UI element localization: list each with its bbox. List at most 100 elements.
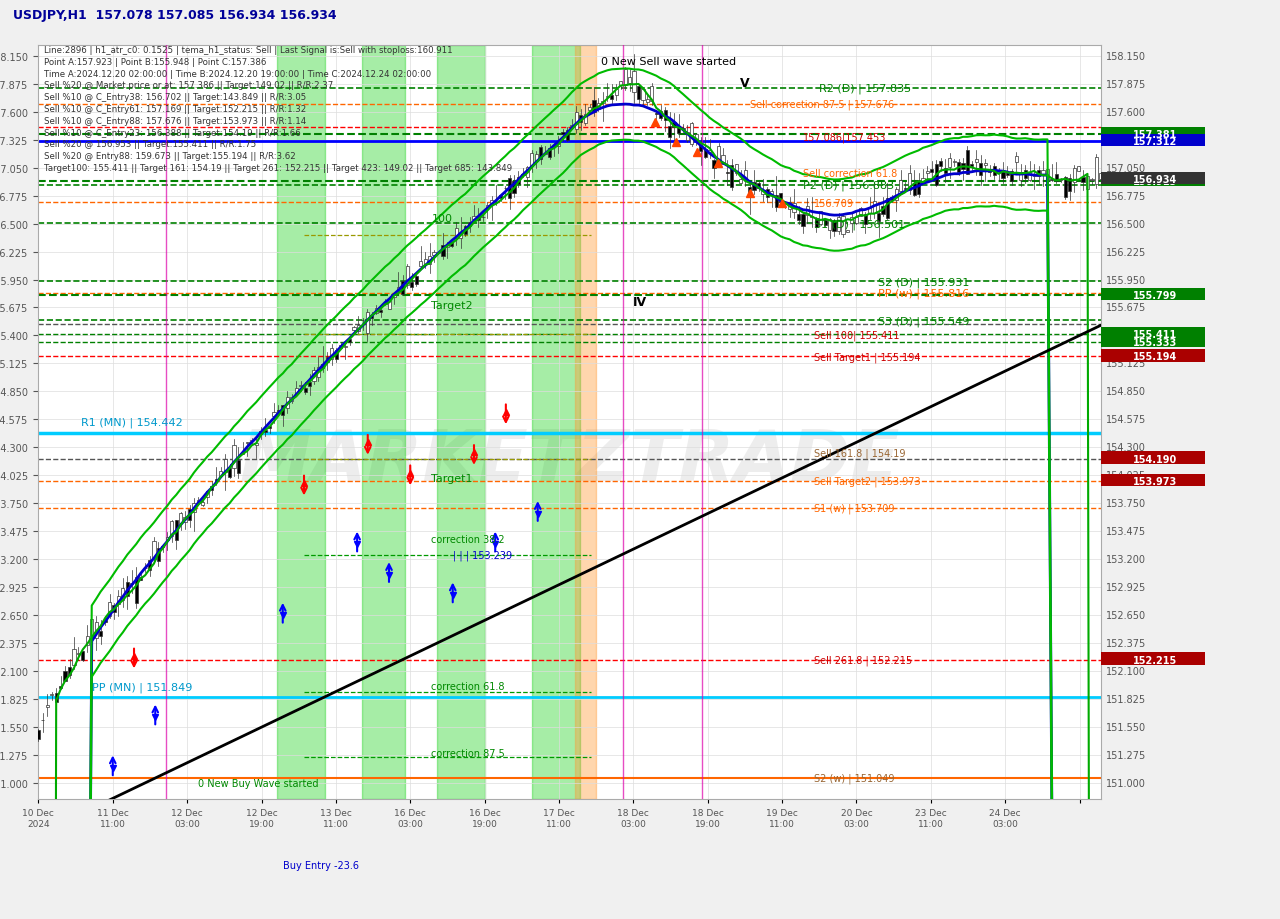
Bar	[628, 78, 631, 84]
Text: correction 38.2: correction 38.2	[431, 534, 506, 544]
Bar	[620, 82, 622, 85]
Text: Sell correction 87.5 | 157.676: Sell correction 87.5 | 157.676	[750, 99, 895, 110]
Bar	[699, 145, 703, 152]
FancyBboxPatch shape	[1100, 350, 1206, 362]
Bar	[868, 208, 872, 214]
Bar	[122, 588, 124, 600]
Bar	[282, 406, 284, 415]
Bar	[602, 102, 604, 104]
Text: 157.325: 157.325	[1106, 135, 1147, 145]
FancyBboxPatch shape	[1100, 474, 1206, 486]
Bar	[454, 229, 458, 238]
Bar	[1042, 171, 1044, 176]
Text: 156.915: 156.915	[1133, 177, 1178, 187]
Text: Sell %20 @ Entry88: 159.673 || Target:155.194 || R/R:3.62: Sell %20 @ Entry88: 159.673 || Target:15…	[44, 152, 296, 161]
Text: 152.375: 152.375	[1106, 639, 1147, 649]
Bar	[753, 183, 755, 191]
Bar	[1091, 179, 1093, 181]
Bar	[975, 160, 978, 163]
Bar	[895, 190, 897, 201]
Bar	[46, 706, 49, 707]
Bar	[95, 622, 97, 639]
Bar	[837, 218, 840, 232]
Bar	[744, 171, 746, 178]
Text: S1 (w) | 153.709: S1 (w) | 153.709	[814, 503, 895, 513]
Bar	[384, 303, 387, 305]
Bar	[762, 191, 764, 195]
Bar	[908, 174, 911, 190]
Bar	[632, 73, 636, 94]
Bar	[717, 147, 721, 161]
Bar	[797, 215, 800, 221]
Bar	[442, 245, 444, 256]
Bar	[864, 215, 867, 224]
Bar	[1068, 179, 1071, 191]
Bar	[637, 87, 640, 99]
Bar	[596, 104, 600, 109]
Text: 0 New Sell wave started: 0 New Sell wave started	[602, 57, 736, 67]
Bar	[1085, 176, 1089, 189]
Bar	[877, 214, 881, 222]
Bar	[348, 339, 351, 343]
Bar	[850, 218, 854, 223]
Bar	[237, 460, 241, 473]
Bar	[428, 257, 431, 265]
Text: V: V	[740, 77, 749, 90]
Bar	[339, 346, 342, 348]
FancyBboxPatch shape	[1100, 173, 1206, 186]
Bar	[157, 549, 160, 562]
Bar	[366, 312, 369, 334]
Bar	[445, 244, 449, 248]
Bar	[357, 325, 360, 332]
Bar	[882, 207, 884, 214]
Bar	[81, 652, 84, 660]
Text: 152.215: 152.215	[1133, 655, 1178, 664]
Text: USDJPY,H1  157.078 157.085 156.934 156.934: USDJPY,H1 157.078 157.085 156.934 156.93…	[13, 9, 337, 22]
Bar	[690, 124, 694, 144]
Bar	[419, 261, 422, 267]
Bar	[303, 388, 307, 393]
Bar	[278, 46, 325, 800]
Text: 156.709: 156.709	[814, 199, 854, 209]
Bar	[588, 108, 591, 111]
Bar	[1076, 167, 1080, 172]
Bar	[934, 165, 938, 186]
Text: 153.200: 153.200	[1106, 555, 1147, 564]
Bar	[375, 309, 378, 314]
Bar	[1094, 157, 1098, 186]
Text: 152.925: 152.925	[1106, 583, 1147, 593]
Bar	[756, 184, 760, 188]
Bar	[731, 166, 733, 187]
Bar	[294, 389, 298, 394]
Bar	[855, 218, 858, 223]
Bar	[499, 196, 502, 199]
FancyBboxPatch shape	[1100, 452, 1206, 464]
Text: 156.225: 156.225	[1106, 247, 1147, 257]
Bar	[708, 151, 712, 153]
Bar	[402, 282, 404, 295]
Bar	[916, 181, 920, 195]
Text: Sell Target2 | 153.973: Sell Target2 | 153.973	[814, 476, 920, 486]
Text: 151.550: 151.550	[1106, 722, 1147, 732]
Text: S3 (D) | 155.549: S3 (D) | 155.549	[878, 316, 969, 326]
Bar	[312, 371, 316, 381]
Bar	[201, 502, 205, 505]
Text: correction 61.8: correction 61.8	[431, 682, 506, 692]
Bar	[481, 217, 485, 218]
Bar	[174, 521, 178, 540]
FancyBboxPatch shape	[1100, 335, 1206, 348]
Bar	[814, 219, 818, 228]
Bar	[1015, 156, 1018, 163]
Bar	[330, 348, 333, 359]
Text: Line:2896 | h1_atr_c0: 0.1525 | tema_h1_status: Sell | Last Signal is:Sell with : Line:2896 | h1_atr_c0: 0.1525 | tema_h1_…	[44, 46, 452, 55]
Text: Point A:157.923 | Point B:155.948 | Point C:157.386: Point A:157.923 | Point B:155.948 | Poin…	[44, 58, 266, 67]
Text: Time A:2024.12.20 02:00:00 | Time B:2024.12.20 19:00:00 | Time C:2024.12.24 02:0: Time A:2024.12.20 02:00:00 | Time B:2024…	[44, 70, 431, 78]
Bar	[170, 522, 173, 536]
Bar	[886, 199, 890, 219]
Bar	[783, 203, 787, 205]
Bar	[584, 115, 586, 123]
Bar	[623, 70, 627, 86]
Text: 153.475: 153.475	[1106, 527, 1147, 537]
Bar	[899, 181, 902, 192]
Bar	[530, 154, 534, 166]
